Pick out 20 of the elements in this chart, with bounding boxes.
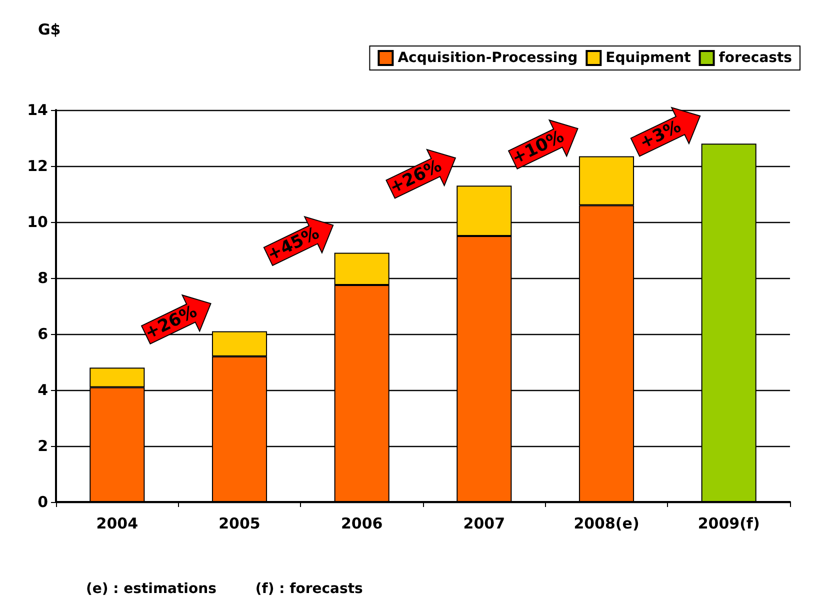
y-tick-label: 2 xyxy=(38,437,48,455)
text: (e) : estimations (f) : forecasts xyxy=(86,581,363,597)
y-tick-label: 12 xyxy=(27,157,48,175)
legend-label: forecasts xyxy=(718,50,792,66)
x-tick-label: 2005 xyxy=(218,514,260,532)
x-tick-label: 2008(e) xyxy=(574,514,640,532)
y-axis-title: G$ xyxy=(38,20,61,38)
y-tick-label: 0 xyxy=(38,493,48,511)
legend-label: Equipment xyxy=(606,50,692,66)
y-tick-label: 4 xyxy=(38,381,48,399)
y-tick-label: 10 xyxy=(27,213,48,231)
x-tick-label: 2009(f) xyxy=(698,514,760,532)
x-tick-label: 2004 xyxy=(96,514,138,532)
y-tick-label: 6 xyxy=(38,325,48,343)
x-tick-label: 2006 xyxy=(340,514,383,532)
x-tick-label: 2007 xyxy=(463,514,506,532)
annotation: +3% xyxy=(636,116,684,154)
y-tick-label: 14 xyxy=(27,101,48,119)
y-tick-label: 8 xyxy=(38,269,48,287)
legend-label: Acquisition-Processing xyxy=(398,50,578,66)
